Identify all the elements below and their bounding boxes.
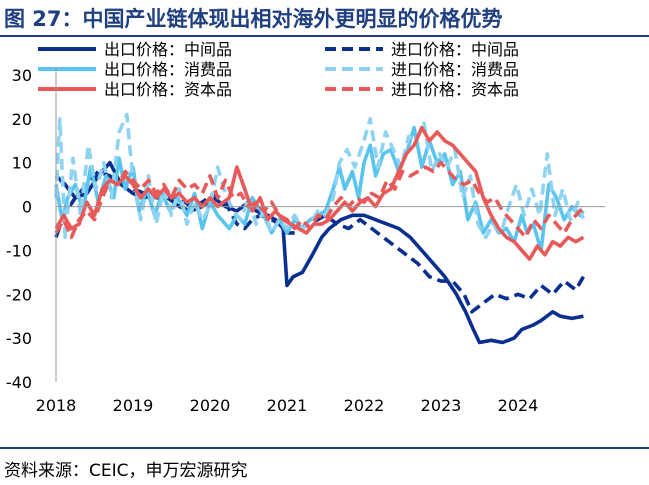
- x-tick-label: 2023: [421, 396, 462, 415]
- y-tick-label: 30: [12, 66, 32, 85]
- x-tick-label: 2024: [498, 396, 539, 415]
- series-line-6: [54, 160, 584, 240]
- x-tick-label: 2020: [190, 396, 231, 415]
- legend-label: 出口价格：消费品: [104, 60, 232, 79]
- y-tick-label: -40: [6, 373, 32, 392]
- y-tick-label: -10: [6, 241, 32, 260]
- source-rule: [0, 447, 649, 449]
- y-tick-label: 10: [12, 154, 32, 173]
- legend-label: 进口价格：消费品: [391, 60, 519, 79]
- y-tick-label: -20: [6, 285, 32, 304]
- x-tick-label: 2022: [344, 396, 385, 415]
- legend-label: 进口价格：中间品: [391, 40, 519, 59]
- legend-label: 出口价格：中间品: [104, 40, 232, 59]
- legend-label: 进口价格：资本品: [391, 80, 519, 99]
- y-tick-label: -30: [6, 329, 32, 348]
- y-tick-label: 0: [22, 198, 32, 217]
- plot-lines: [54, 112, 586, 345]
- series-line-5: [54, 125, 585, 261]
- title-rule: [0, 35, 649, 37]
- x-tick-label: 2021: [267, 396, 308, 415]
- x-tick-label: 2018: [36, 396, 77, 415]
- series-line-2: [54, 169, 585, 314]
- source-note: 资料来源：CEIC，申万宏源研究: [4, 461, 248, 481]
- y-tick-label: 20: [12, 110, 32, 129]
- x-tick-label: 2019: [113, 396, 154, 415]
- figure-title: 图 27：中国产业链体现出相对海外更明显的价格优势: [4, 7, 503, 31]
- legend-label: 出口价格：资本品: [104, 80, 232, 99]
